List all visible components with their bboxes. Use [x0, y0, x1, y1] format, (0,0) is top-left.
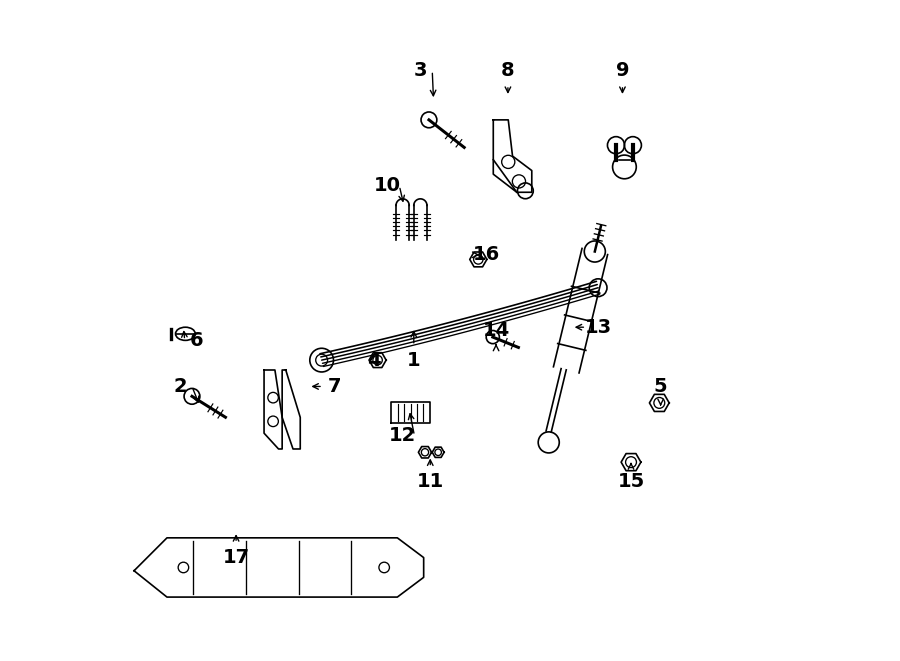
Text: 7: 7 — [328, 377, 342, 396]
Text: 10: 10 — [374, 176, 401, 195]
Text: 4: 4 — [367, 350, 381, 369]
Text: 8: 8 — [501, 61, 515, 80]
Text: 5: 5 — [653, 377, 668, 396]
Text: 12: 12 — [389, 426, 416, 446]
Text: 14: 14 — [482, 321, 509, 340]
Polygon shape — [134, 538, 424, 597]
Text: 3: 3 — [414, 61, 427, 80]
Text: 15: 15 — [617, 473, 644, 491]
Text: 17: 17 — [222, 548, 249, 567]
Text: 1: 1 — [407, 350, 420, 369]
Text: 16: 16 — [472, 245, 500, 264]
Text: 11: 11 — [417, 473, 444, 491]
Text: 9: 9 — [616, 61, 629, 80]
Text: 13: 13 — [584, 318, 612, 336]
Text: 2: 2 — [174, 377, 187, 396]
Text: 6: 6 — [190, 331, 203, 350]
